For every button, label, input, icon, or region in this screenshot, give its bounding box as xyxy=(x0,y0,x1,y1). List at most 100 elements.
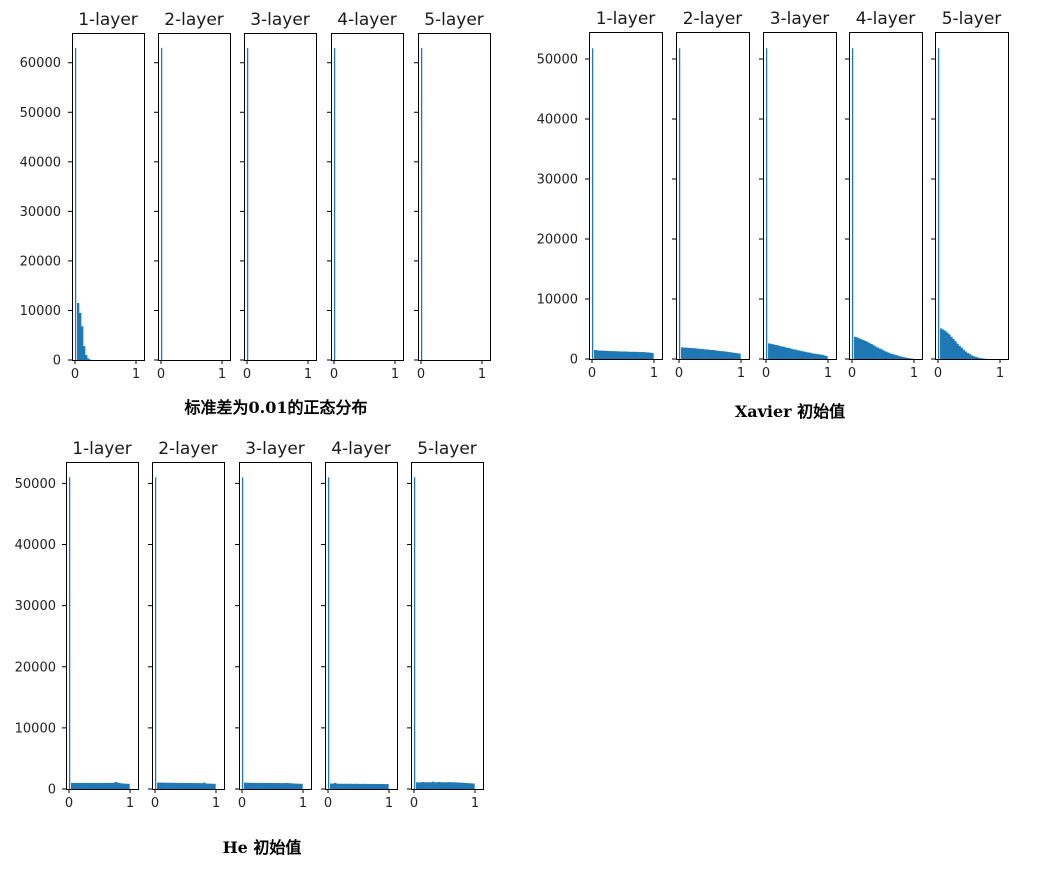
histogram-bar xyxy=(105,782,108,789)
histogram-bar xyxy=(724,351,727,359)
histogram-bar xyxy=(962,349,965,359)
histogram-bar xyxy=(348,783,351,789)
subplot-3-layer: 3-layer 0 1 xyxy=(235,439,312,811)
y-tick-label: 20000 xyxy=(537,233,578,248)
x-tick-label: 0 xyxy=(588,366,596,381)
subplot-2-layer: 2-layer 0 1 xyxy=(154,10,231,382)
histogram-bar xyxy=(711,350,715,359)
histogram-bar xyxy=(819,354,822,359)
histogram-bar xyxy=(604,350,607,359)
histogram-bar xyxy=(948,334,951,359)
histogram-bar xyxy=(87,782,90,789)
subplot-frame xyxy=(849,32,923,360)
histogram-bar xyxy=(804,352,808,359)
histogram-bar xyxy=(821,354,824,359)
subplot-title: 5-layer xyxy=(942,9,1002,29)
y-tick-label: 50000 xyxy=(15,477,56,492)
histogram-bar xyxy=(691,348,694,359)
histogram-bar xyxy=(450,782,453,789)
histogram-bar xyxy=(260,782,263,789)
histogram-bar xyxy=(634,351,638,359)
histogram-bar xyxy=(103,782,106,789)
histogram-bar xyxy=(107,783,110,789)
histogram-bar xyxy=(334,782,337,789)
histogram-bar xyxy=(189,783,192,789)
histogram-bar xyxy=(637,351,640,359)
histogram-bar xyxy=(854,336,857,359)
histogram-bar xyxy=(647,352,650,359)
x-tick-label: 0 xyxy=(417,367,425,382)
histogram-bar xyxy=(181,782,184,789)
subplot-title: 3-layer xyxy=(245,439,305,459)
histogram-bar xyxy=(95,783,98,789)
histogram-bar xyxy=(598,350,601,359)
histogram-bar xyxy=(903,357,906,359)
histogram-bar xyxy=(894,355,898,359)
histogram-bar xyxy=(687,347,690,359)
histogram-bar xyxy=(418,782,421,789)
subplot-frame xyxy=(676,32,750,360)
histogram-bar xyxy=(966,353,969,359)
histogram-bar xyxy=(99,782,102,789)
histogram-bar xyxy=(438,781,441,789)
x-tick-label: 0 xyxy=(324,796,332,811)
histogram-bar xyxy=(705,349,708,359)
histogram-bar xyxy=(817,354,820,359)
histogram-bar xyxy=(780,346,783,359)
histogram-bar xyxy=(93,782,96,789)
histogram-bar xyxy=(125,783,128,789)
histogram-bar xyxy=(715,350,719,359)
y-tick-label: 30000 xyxy=(15,599,56,614)
histogram-bar xyxy=(298,783,301,789)
histogram-bar xyxy=(372,783,375,789)
histogram-bar xyxy=(248,782,251,789)
histogram-bar xyxy=(866,341,869,359)
histogram-bar xyxy=(296,783,299,789)
histogram-bar xyxy=(211,783,214,789)
histogram-bar xyxy=(736,353,739,359)
histogram-bar xyxy=(693,348,696,359)
histogram-bar xyxy=(978,358,982,359)
histogram-bar xyxy=(888,353,892,359)
histogram-bar xyxy=(776,345,779,359)
y-tick-label: 60000 xyxy=(20,56,61,71)
histogram-bar xyxy=(203,782,206,789)
histogram-bar xyxy=(458,782,461,789)
histogram-bar xyxy=(880,349,883,359)
histogram-bar xyxy=(808,352,812,359)
x-tick-label: 1 xyxy=(737,366,745,381)
histogram-bar xyxy=(207,783,210,789)
histogram-bar xyxy=(778,345,781,359)
histogram-bar xyxy=(940,328,943,359)
histogram-bar xyxy=(713,350,717,359)
y-tick-label: 20000 xyxy=(15,660,56,675)
subplot-frame xyxy=(239,462,312,790)
x-tick-label: 1 xyxy=(304,367,312,382)
histogram-bar xyxy=(436,782,439,789)
subplot-title: 3-layer xyxy=(770,9,830,29)
histogram-bar xyxy=(426,782,429,789)
histogram-bar xyxy=(127,783,130,789)
x-tick-label: 0 xyxy=(675,366,683,381)
y-tick-label: 40000 xyxy=(20,155,61,170)
histogram-bar xyxy=(721,351,725,359)
histogram-bar xyxy=(602,350,605,359)
histogram-bar xyxy=(430,782,433,789)
histogram-bar xyxy=(796,350,800,359)
histogram-bar xyxy=(878,348,881,359)
histogram-bar xyxy=(376,783,379,789)
histogram-bar xyxy=(252,782,255,789)
histogram-bar xyxy=(649,352,652,359)
x-tick-label: 0 xyxy=(238,796,246,811)
histogram-bar xyxy=(442,782,445,789)
histogram-bar xyxy=(356,783,359,789)
histogram-bar xyxy=(697,348,700,359)
histogram-bar xyxy=(968,354,972,359)
histogram-bar xyxy=(823,355,826,359)
subplot-title: 1-layer xyxy=(72,439,132,459)
histogram-bar xyxy=(618,351,621,359)
histogram-bar xyxy=(606,350,609,359)
histogram-bar xyxy=(254,782,257,789)
histogram-bar xyxy=(815,353,818,359)
